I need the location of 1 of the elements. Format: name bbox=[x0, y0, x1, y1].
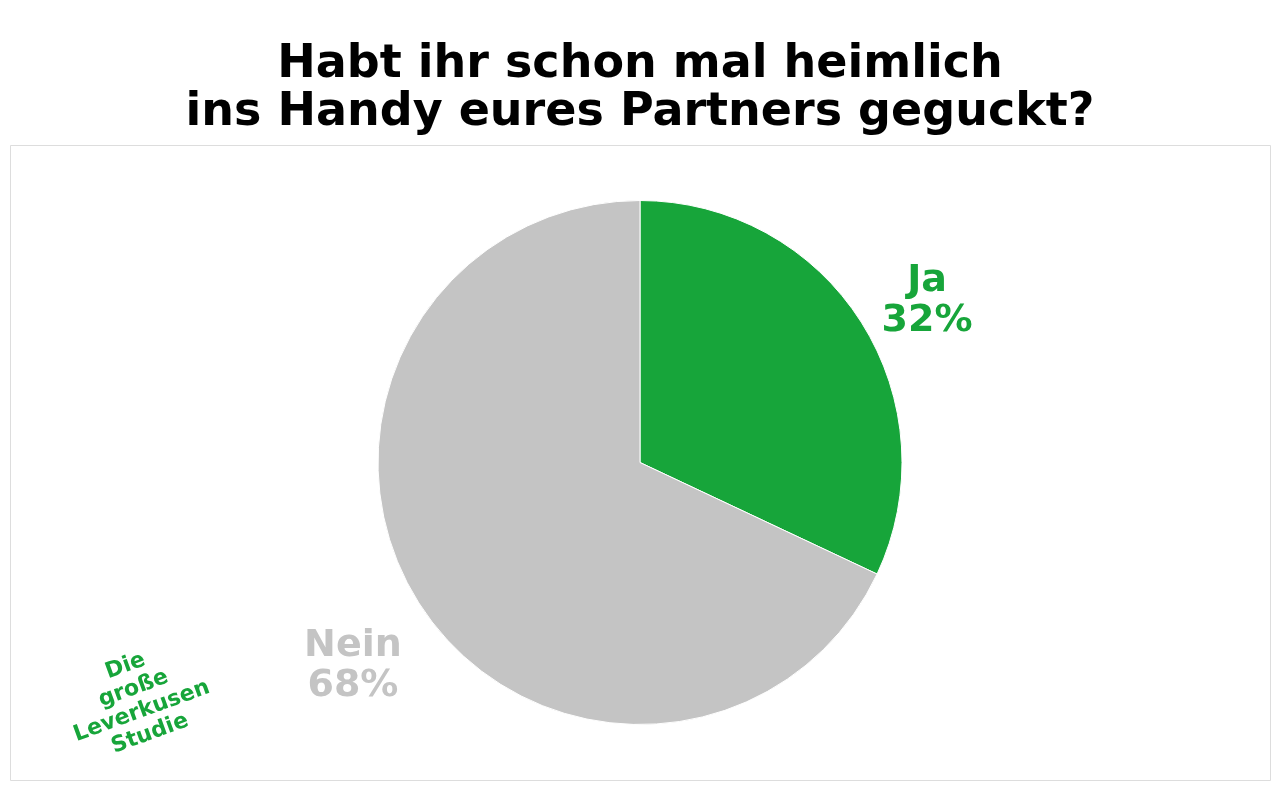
chart-title: Habt ihr schon mal heimlich ins Handy eures Partners geguckt? bbox=[185, 34, 1095, 136]
